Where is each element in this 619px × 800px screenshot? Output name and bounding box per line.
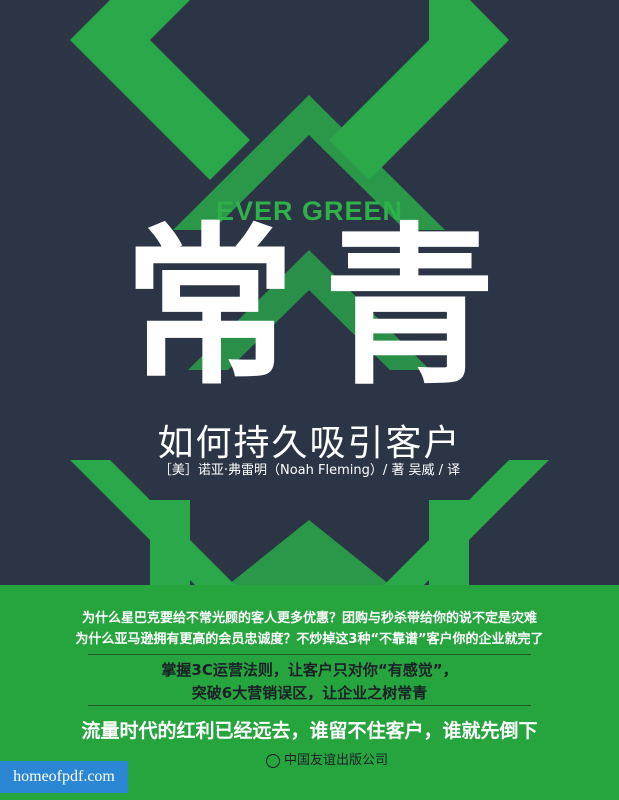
main-title: 常青: [123, 205, 524, 408]
subtitle: 如何持久吸引客户: [157, 423, 462, 464]
publisher: 中国友谊出版公司: [266, 749, 388, 768]
watermark-link[interactable]: homeofpdf.com: [0, 761, 128, 793]
promo-question-1: 为什么星巴克要给不常光顾的客人更多优惠？团购与秒杀带给你的说不定是灾难: [81, 611, 537, 626]
promo-question-2: 为什么亚马逊拥有更高的会员忠诚度？不炒掉这3种“不靠谱”客户你的企业就完了: [75, 632, 544, 647]
lower-left-bar: [150, 500, 190, 585]
lower-right-bar: [429, 500, 469, 585]
middle-chevron: [188, 250, 430, 370]
publisher-name: 中国友谊出版公司: [284, 753, 389, 768]
center-up-arrow: [173, 95, 445, 230]
pitch-line-1: 掌握3C运营法则，让客户只对你“有感觉”，: [161, 661, 458, 679]
english-title: EVER GREEN: [215, 196, 404, 226]
divider-top: [88, 654, 531, 655]
bottom-center-arrow: [228, 520, 390, 585]
divider-bottom: [88, 705, 531, 706]
publisher-logo-icon: [266, 753, 280, 768]
top-left-chevron: [70, 0, 250, 180]
top-right-chevron: [329, 0, 509, 180]
pitch-line-2: 突破6大营销误区，让企业之树常青: [191, 684, 428, 702]
author-credits: ［美］诺亚·弗雷明（Noah Fleming）/ 著 吴威 / 译: [158, 463, 461, 478]
slogan: 流量时代的红利已经远去，谁留不住客户，谁就先倒下: [81, 720, 538, 742]
